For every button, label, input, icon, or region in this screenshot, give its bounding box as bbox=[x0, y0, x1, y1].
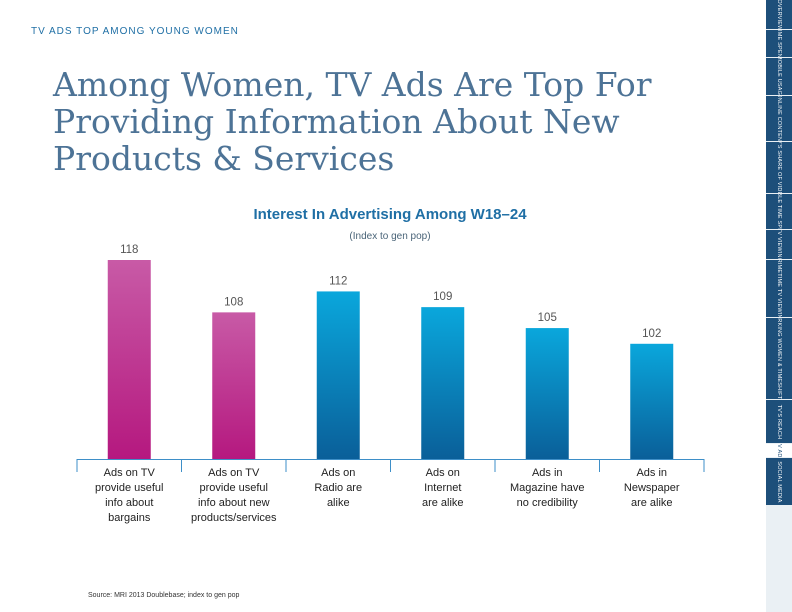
sidebar-tab-label: ONLINE CONTENT bbox=[776, 96, 782, 141]
sidebar-tab-10[interactable]: TV ADS bbox=[766, 444, 792, 457]
category-label-line: alike bbox=[326, 497, 350, 509]
sidebar-tab-label: CABLE TIME SPENT bbox=[776, 194, 782, 229]
headline-line-3: Products & Services bbox=[53, 139, 395, 178]
category-label-5: Ads in Newspaper are alike bbox=[600, 466, 704, 511]
bar-value-label-3: 109 bbox=[433, 291, 452, 303]
section-sidebar: OVERVIEW TIME SPENT MOBILE USAGE ONLINE CON… bbox=[766, 0, 792, 612]
sidebar-tab-9[interactable]: TV'S REACH bbox=[766, 400, 792, 443]
bar-1 bbox=[212, 312, 256, 459]
sidebar-tab-3[interactable]: ONLINE CONTENT bbox=[766, 96, 792, 141]
category-label-line: provide useful bbox=[199, 482, 269, 494]
category-label-line: Ads on bbox=[321, 467, 356, 479]
axis-layer bbox=[76, 459, 705, 472]
category-label-1: Ads on TV provide useful info about new pro… bbox=[182, 466, 286, 526]
category-label-0: Ads on TV provide useful info about bargain… bbox=[77, 466, 181, 526]
sidebar-tab-label: TV ADS bbox=[776, 444, 782, 457]
sidebar-tab-0[interactable]: OVERVIEW bbox=[766, 0, 792, 29]
sidebar-tab-label: TV'S SHARE OF VIDEO bbox=[776, 142, 782, 193]
bar-3 bbox=[421, 307, 465, 459]
sidebar-tab-label: PRIMETIME TV VIEWING bbox=[776, 260, 782, 317]
sidebar-tab-label: WORKING WOMEN & TIMESHIFTING bbox=[776, 318, 782, 399]
category-label-4: Ads in Magazine have no credibility bbox=[495, 466, 599, 511]
category-label-line: Internet bbox=[424, 482, 462, 494]
category-label-line: Ads on TV bbox=[103, 467, 155, 479]
category-label-line: Ads in bbox=[636, 467, 668, 479]
sidebar-tab-label: SOCIAL MEDIA bbox=[776, 460, 782, 503]
bar-2 bbox=[316, 291, 360, 459]
bar-value-label-5: 102 bbox=[642, 328, 661, 340]
category-label-2: Ads on Radio are alike bbox=[286, 466, 390, 511]
bar-value-label-1: 108 bbox=[224, 296, 243, 308]
sidebar-tab-label: OVERVIEW bbox=[776, 0, 782, 29]
category-label-line: bargains bbox=[108, 512, 151, 524]
page-headline: Among Women, TV Ads Are Top For Providin… bbox=[53, 66, 743, 177]
category-label-line: Ads on bbox=[425, 467, 460, 479]
sidebar-tab-label: TV VIEWING bbox=[776, 230, 782, 259]
headline-line-1: Among Women, TV Ads Are Top For bbox=[53, 65, 652, 104]
category-label-line: are alike bbox=[630, 497, 673, 509]
sidebar-tab-6[interactable]: TV VIEWING bbox=[766, 230, 792, 259]
category-label-line: products/services bbox=[190, 512, 277, 524]
category-label-line: Newspaper bbox=[623, 482, 680, 494]
sidebar-tab-2[interactable]: MOBILE USAGE bbox=[766, 58, 792, 95]
source-note: Source: MRI 2013 Doublebase; index to ge… bbox=[88, 592, 240, 599]
bar-chart: 118 108 112 109 105 102 bbox=[76, 244, 705, 472]
section-kicker: TV ADS TOP AMONG YOUNG WOMEN bbox=[31, 26, 239, 37]
sidebar-tab-label: TV'S REACH bbox=[776, 404, 782, 439]
category-label-line: Ads on TV bbox=[208, 467, 260, 479]
bar-value-label-2: 112 bbox=[329, 275, 347, 287]
chart-subtitle: (Index to gen pop) bbox=[349, 231, 431, 242]
category-label-line: Magazine have bbox=[509, 482, 585, 494]
sidebar-tab-5[interactable]: CABLE TIME SPENT bbox=[766, 194, 792, 229]
sidebar-tab-4[interactable]: TV'S SHARE OF VIDEO bbox=[766, 142, 792, 193]
category-label-line: provide useful bbox=[95, 482, 164, 494]
bar-5 bbox=[630, 343, 674, 459]
category-label-line: Ads in bbox=[531, 467, 563, 479]
sidebar-tab-label: TIME SPENT bbox=[776, 30, 782, 57]
category-label-line: info about bbox=[105, 497, 154, 509]
bar-0 bbox=[107, 260, 151, 459]
category-label-line: are alike bbox=[421, 497, 464, 509]
bar-value-label-0: 118 bbox=[120, 244, 138, 256]
bars-layer: 118 108 112 109 105 102 bbox=[107, 244, 674, 459]
category-label-3: Ads on Internet are alike bbox=[391, 466, 495, 511]
sidebar-tab-1[interactable]: TIME SPENT bbox=[766, 30, 792, 57]
headline-line-2: Providing Information About New bbox=[53, 102, 620, 141]
sidebar-tab-8[interactable]: WORKING WOMEN & TIMESHIFTING bbox=[766, 318, 792, 399]
chart-title: Interest In Advertising Among W18–24 bbox=[253, 206, 527, 223]
bar-value-label-4: 105 bbox=[538, 312, 557, 324]
sidebar-tab-11[interactable]: SOCIAL MEDIA bbox=[766, 458, 792, 505]
sidebar-tab-7[interactable]: PRIMETIME TV VIEWING bbox=[766, 260, 792, 317]
bar-4 bbox=[525, 328, 569, 459]
category-label-line: info about new bbox=[197, 497, 270, 509]
category-label-line: Radio are bbox=[314, 482, 363, 494]
category-label-line: no credibility bbox=[516, 497, 578, 509]
sidebar-tab-label: MOBILE USAGE bbox=[776, 58, 782, 95]
